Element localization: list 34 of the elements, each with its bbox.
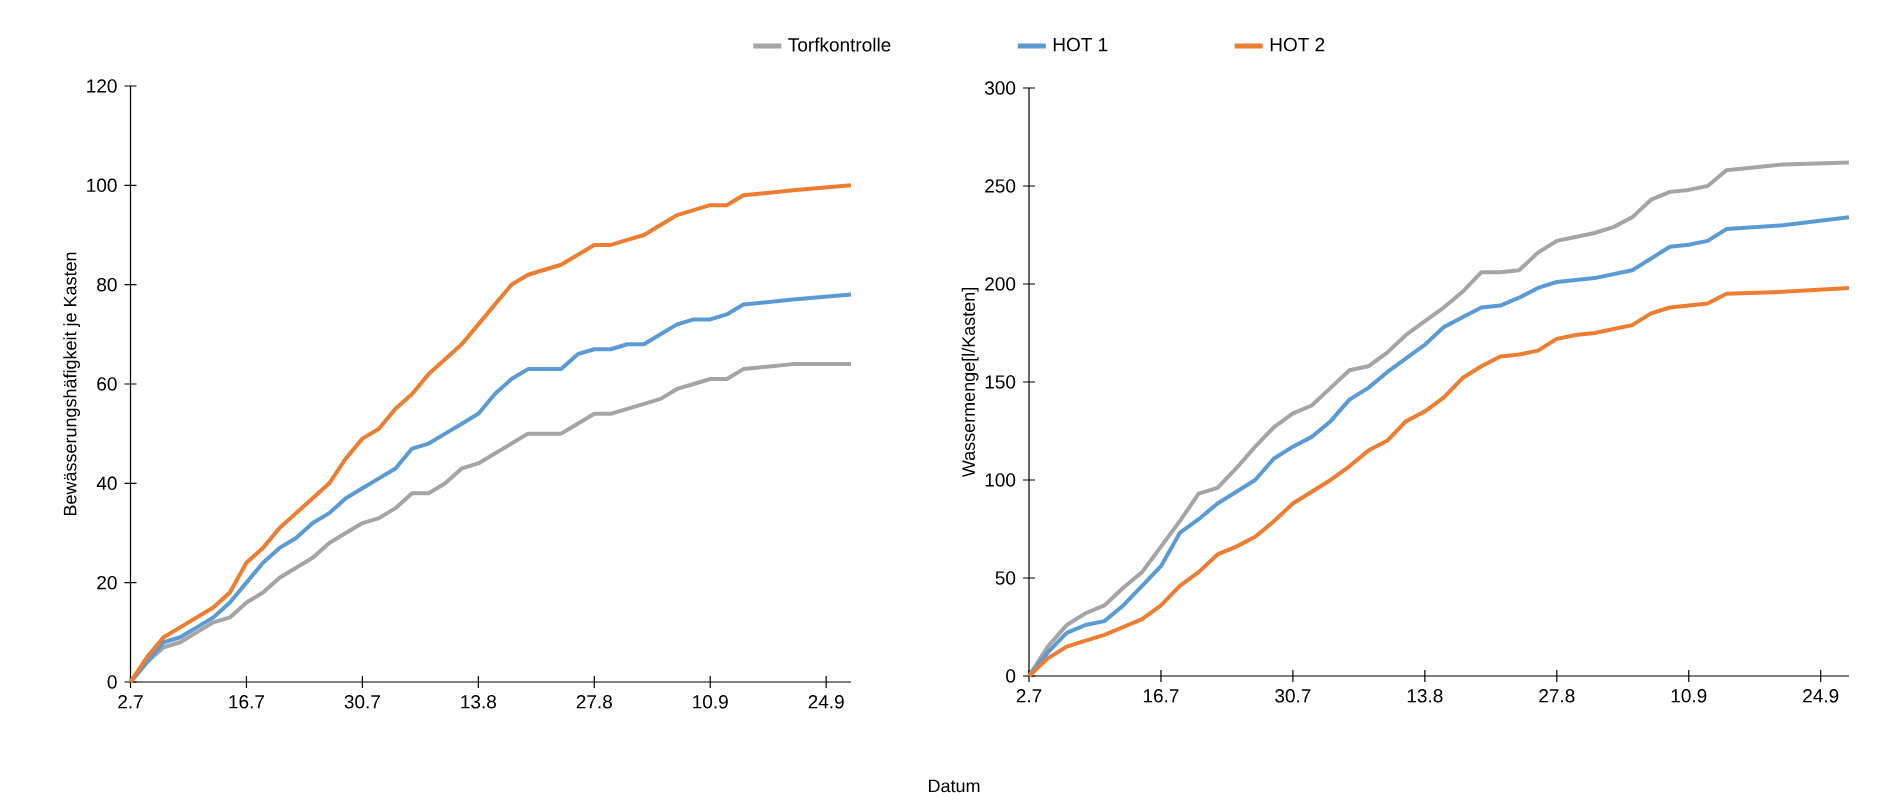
y-tick-label: 150 (985, 375, 1016, 389)
x-tick-label: 30.7 (344, 695, 380, 709)
x-tick-label: 16.7 (229, 695, 264, 709)
x-tick-label: 24.9 (1803, 689, 1839, 703)
y-tick-label: 80 (97, 277, 117, 292)
x-tick-label: 2.7 (118, 695, 143, 709)
y-tick-label: 40 (96, 476, 117, 491)
x-tick-label: 13.8 (1407, 689, 1443, 703)
y-tick-label: 250 (985, 179, 1016, 193)
y-tick-label: 300 (984, 81, 1016, 95)
x-tick-label: 27.8 (1539, 689, 1575, 703)
y-tick-label: 20 (97, 575, 117, 590)
x-tick-label: 16.7 (1143, 689, 1179, 703)
x-tick-label: 2.7 (1016, 689, 1042, 703)
y-tick-label: 100 (985, 473, 1016, 487)
x-tick-label: 24.9 (808, 695, 844, 709)
y-tick-label: 0 (1006, 669, 1016, 683)
y-tick-label: 0 (107, 675, 117, 689)
x-tick-label: 30.7 (1275, 689, 1311, 703)
x-tick-label: 10.9 (1671, 689, 1707, 703)
y-tick-label: 200 (985, 277, 1016, 291)
y-axis-title: Wassermenge[l/Kasten] (961, 288, 979, 478)
y-tick-label: 60 (97, 377, 117, 391)
x-tick-label: 27.8 (576, 695, 612, 709)
legend-label: HOT 2 (1270, 37, 1325, 52)
y-tick-label: 50 (995, 571, 1016, 585)
y-tick-label: 120 (87, 79, 117, 93)
x-tick-label: 10.9 (693, 695, 728, 709)
y-axis-title: Bewässerungshäfigkeit je Kasten (63, 252, 81, 516)
y-tick-label: 100 (87, 178, 117, 193)
x-tick-label: 13.8 (461, 695, 497, 709)
x-axis-title: Datum (929, 779, 980, 793)
legend-label: Torfkontrolle (788, 37, 891, 52)
legend-label: HOT 1 (1053, 37, 1108, 52)
